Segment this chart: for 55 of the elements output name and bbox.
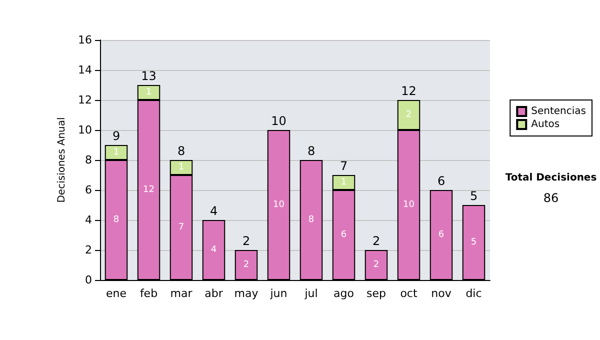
data-label: 8 [113, 215, 120, 225]
data-label: 1 [113, 148, 120, 158]
data-label: 8 [308, 215, 314, 225]
x-tick-label: nov [431, 287, 452, 300]
text: Total Decisiones [505, 172, 597, 184]
data-label: 10 [273, 200, 285, 210]
x-tick-label: dic [466, 287, 482, 300]
data-label: 1 [146, 88, 152, 98]
total-label: 8 [307, 144, 316, 158]
total-label: 7 [340, 159, 348, 173]
total-label: 10 [271, 114, 286, 128]
y-tick-label: 4 [85, 214, 92, 226]
x-tick-label: ene [106, 287, 127, 300]
data-label: 1 [178, 162, 184, 172]
total-label: 8 [177, 144, 186, 158]
data-label: 10 [403, 200, 415, 210]
data-label: 4 [210, 245, 217, 255]
x-tick-label: jul [304, 287, 318, 300]
legend-label: Autos [531, 119, 560, 130]
x-tick-label: jun [269, 287, 288, 300]
data-label: 1 [340, 178, 347, 188]
total-label: 5 [470, 189, 478, 203]
data-label: 6 [438, 230, 444, 240]
x-tick-label: sep [366, 287, 386, 300]
y-tick-label: 16 [78, 34, 92, 46]
total-label: 4 [210, 204, 218, 218]
y-tick-label: 14 [78, 64, 92, 76]
x-tick-label: ago [334, 287, 354, 300]
y-tick-label: 6 [85, 184, 92, 196]
legend-label: Sentencias [531, 106, 586, 117]
x-tick-label: abr [204, 287, 224, 300]
total-label: 12 [401, 84, 416, 98]
y-tick-label: 0 [85, 274, 92, 286]
data-label: 7 [178, 222, 184, 232]
total-label: 2 [242, 234, 250, 248]
y-tick-label: 10 [78, 124, 92, 136]
data-label: 6 [340, 230, 347, 240]
total-label: 6 [437, 174, 446, 188]
total-label: 2 [372, 234, 380, 248]
data-label: 12 [143, 185, 154, 195]
text: 86 [543, 191, 559, 205]
y-tick-label: 8 [85, 154, 92, 166]
y-tick-label: 2 [85, 244, 92, 256]
data-label: 2 [406, 110, 412, 120]
data-label: 2 [243, 260, 250, 270]
y-tick-label: 12 [78, 94, 92, 106]
total-label: 13 [141, 69, 156, 83]
x-tick-label: oct [400, 287, 418, 300]
data-label: 5 [470, 238, 477, 248]
x-tick-label: mar [170, 287, 193, 300]
x-tick-label: may [234, 287, 259, 300]
data-label: 2 [373, 260, 380, 270]
total-label: 9 [112, 129, 120, 143]
y-axis-title: Decisiones Anual [56, 117, 68, 203]
x-tick-label: feb [140, 287, 158, 300]
